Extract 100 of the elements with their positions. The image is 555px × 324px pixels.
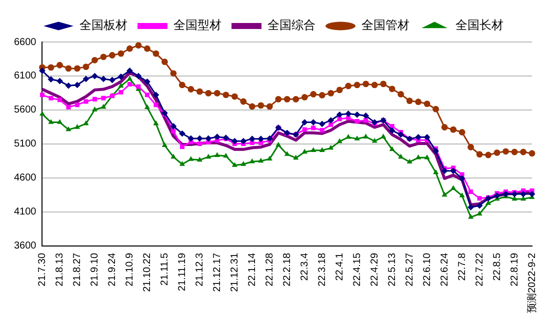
point: [144, 104, 150, 110]
point: [302, 127, 307, 132]
point: [178, 82, 186, 88]
point: [48, 96, 54, 100]
point: [65, 65, 72, 72]
point: [354, 111, 360, 118]
x-tick-label: 22.8.5: [492, 252, 503, 281]
point: [293, 154, 299, 160]
point: [118, 90, 124, 95]
point: [336, 86, 343, 94]
point: [406, 158, 412, 164]
point: [450, 185, 456, 190]
point: [354, 136, 360, 140]
point: [266, 135, 273, 142]
point: [74, 82, 80, 88]
x-tick-label: 21.12.17: [212, 252, 223, 292]
x-tick-label: 22.6.24: [439, 252, 450, 286]
point: [337, 116, 342, 122]
point: [249, 158, 255, 164]
point: [346, 134, 352, 139]
point: [258, 136, 264, 142]
y-tick-label: 5100: [14, 138, 37, 150]
point: [84, 99, 88, 104]
point: [416, 154, 422, 160]
x-tick-label: 21.11.5: [159, 252, 170, 286]
point: [126, 76, 132, 81]
x-tick-label: 22.5.13: [386, 252, 398, 286]
point: [319, 147, 325, 152]
point: [328, 117, 334, 124]
point: [188, 86, 194, 92]
point: [152, 50, 160, 57]
legend-label: 全国管材: [362, 18, 410, 32]
point: [266, 156, 272, 161]
y-tick-label: 4100: [14, 206, 37, 218]
x-tick-label: 21.9.10: [89, 252, 100, 286]
point: [118, 50, 124, 57]
x-tick-label: 22.6.10: [422, 252, 433, 286]
point: [240, 98, 247, 105]
point: [231, 93, 238, 100]
point: [318, 120, 326, 128]
point: [345, 110, 352, 117]
point: [450, 168, 456, 174]
point: [336, 138, 342, 144]
point: [214, 90, 220, 96]
point: [318, 92, 326, 98]
x-tick-label: 22.4.15: [352, 252, 363, 286]
point: [328, 144, 334, 150]
point: [118, 73, 124, 80]
point: [248, 103, 256, 110]
point: [56, 119, 63, 124]
point: [74, 102, 80, 108]
point: [284, 96, 290, 102]
point: [258, 158, 264, 163]
x-tick-label: 21.8.27: [72, 252, 83, 286]
point: [520, 148, 526, 156]
point: [528, 190, 536, 198]
x-tick-label: 21.8.13: [54, 252, 66, 286]
point: [432, 106, 439, 112]
y-tick-label: 6100: [14, 70, 37, 82]
point: [442, 192, 448, 197]
point: [354, 82, 360, 88]
point: [39, 68, 46, 74]
point: [389, 146, 395, 152]
point: [477, 196, 482, 201]
point: [424, 154, 430, 160]
point: [468, 144, 474, 150]
point: [415, 98, 422, 106]
point: [320, 128, 324, 133]
point: [196, 156, 202, 162]
y-tick-label: 6600: [14, 36, 37, 48]
point: [301, 119, 308, 126]
point: [468, 204, 474, 210]
point: [66, 104, 71, 110]
point: [92, 56, 98, 64]
y-tick-label: 3600: [14, 240, 37, 252]
point: [223, 152, 229, 158]
point: [371, 82, 378, 88]
x-tick-label: 22.1.28: [264, 252, 276, 286]
point: [144, 45, 150, 52]
point: [485, 152, 492, 158]
point: [100, 76, 107, 82]
point: [179, 161, 185, 166]
point: [214, 152, 220, 157]
point: [310, 119, 317, 126]
point: [406, 98, 413, 104]
point: [205, 90, 212, 96]
point: [494, 149, 500, 156]
point: [486, 200, 492, 205]
x-tick-label: 21.12.31: [229, 252, 240, 292]
point: [92, 96, 97, 102]
point: [388, 86, 396, 92]
point: [362, 112, 370, 119]
point: [494, 192, 500, 199]
point: [231, 138, 238, 144]
point: [222, 92, 230, 98]
point: [380, 134, 386, 138]
point: [502, 148, 509, 155]
x-tick-label: 22.1.14: [246, 252, 258, 286]
point: [266, 103, 273, 110]
point: [206, 154, 212, 159]
